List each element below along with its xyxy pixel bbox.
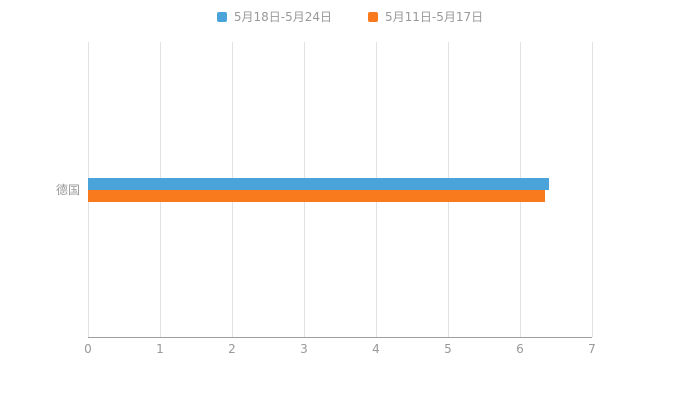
x-tick-label: 1: [156, 342, 164, 356]
legend-label: 5月18日-5月24日: [233, 10, 332, 24]
x-axis-labels: 0 1 2 3 4 5 6 7: [84, 342, 596, 358]
chart-legend: 5月18日-5月24日 5月11日-5月17日: [0, 8, 700, 25]
x-tick-label: 6: [516, 342, 524, 356]
bar[interactable]: [88, 178, 549, 190]
legend-item[interactable]: 5月11日-5月17日: [368, 8, 483, 25]
y-axis-labels: 德国: [0, 42, 80, 337]
legend-swatch-icon: [368, 11, 378, 22]
legend-swatch-icon: [216, 11, 227, 22]
x-tick-label: 2: [228, 342, 236, 356]
bar[interactable]: [88, 190, 546, 202]
x-tick-label: 4: [372, 342, 380, 356]
y-axis-category-label: 德国: [55, 182, 80, 197]
legend-item[interactable]: 5月18日-5月24日: [216, 8, 332, 25]
gridline: [592, 42, 593, 337]
x-tick-label: 7: [588, 342, 596, 356]
plot-area: [88, 42, 593, 338]
legend-label: 5月11日-5月17日: [385, 10, 484, 24]
x-tick-label: 5: [444, 342, 452, 356]
x-tick-label: 3: [300, 342, 308, 356]
x-tick-label: 0: [84, 342, 92, 356]
